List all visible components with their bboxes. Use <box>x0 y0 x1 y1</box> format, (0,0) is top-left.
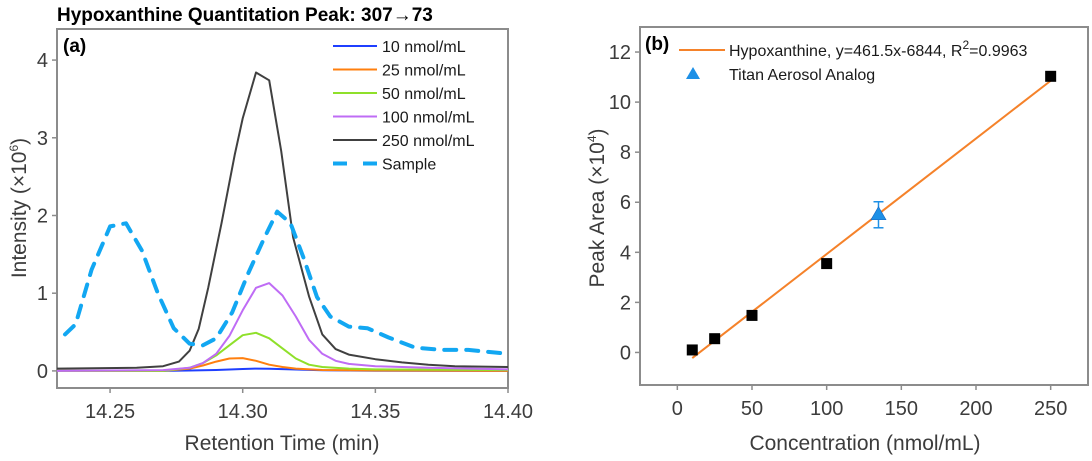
y-tick-label: 4 <box>620 242 631 264</box>
panel-a-y-axis: 0 1 2 3 4 <box>37 50 57 383</box>
panel-b-y-axis-title-text: Peak Area (×10 <box>586 142 609 287</box>
y-tick-label: 2 <box>37 205 48 227</box>
x-tick-label: 150 <box>885 398 918 420</box>
legend-entry-250-nmol-ml: 250 nmol/mL <box>333 133 475 150</box>
figure-title: Hypoxanthine Quantitation Peak: 307→73 <box>57 5 433 26</box>
series-line-250-nmol-ml <box>56 71 509 370</box>
series-line-100-nmol-ml <box>56 282 509 372</box>
legend-label: Hypoxanthine, y=461.5x-6844, R2=0.9963 <box>729 38 1028 60</box>
data-point-standard-10 <box>686 344 698 356</box>
legend-entry-10-nmol-ml: 10 nmol/mL <box>333 39 466 56</box>
legend-entry-25-nmol-ml: 25 nmol/mL <box>333 63 466 80</box>
legend-swatch-triangle <box>686 67 700 79</box>
panel-b-plot-area <box>686 70 1057 359</box>
legend-entry-hypoxanthine-fit: Hypoxanthine, y=461.5x-6844, R2=0.9963 <box>679 38 1028 60</box>
panel-a-y-axis-title: Intensity (×106) <box>7 138 31 278</box>
legend-label-superscript: 2 <box>962 38 969 52</box>
y-tick-label: 4 <box>37 50 48 72</box>
panel-a-x-axis-title: Retention Time (min) <box>185 432 380 455</box>
series-line-sample <box>63 209 510 356</box>
legend-label: 10 nmol/mL <box>382 39 466 56</box>
legend-label: Titan Aerosol Analog <box>729 67 875 84</box>
y-tick-label: 3 <box>37 128 48 150</box>
legend-entry-100-nmol-ml: 100 nmol/mL <box>333 110 475 127</box>
panel-b-x-axis-title: Concentration (nmol/mL) <box>749 432 980 455</box>
panel-a-y-axis-title-suffix: ) <box>8 138 31 145</box>
panel-b-y-axis-title: Peak Area (×104) <box>585 128 609 287</box>
data-point-standard-100 <box>821 258 833 270</box>
panel-a-x-axis: 14.25 14.30 14.35 14.40 <box>85 388 533 423</box>
data-point-titan-aerosol-analog <box>870 206 887 221</box>
panel-b-label: (b) <box>645 34 669 55</box>
data-point-standard-25 <box>709 333 721 345</box>
legend-entry-sample: Sample <box>333 157 436 174</box>
panel-b-legend: Hypoxanthine, y=461.5x-6844, R2=0.9963 Ti… <box>679 38 1028 84</box>
y-tick-label: 0 <box>620 342 631 364</box>
panel-a-chromatogram: 0 1 2 3 4 14.25 14.30 14.35 14.40 (a) Retention… <box>7 28 533 455</box>
y-tick-label: 12 <box>609 42 631 64</box>
panel-b-y-axis-title-suffix: ) <box>586 128 609 135</box>
series-line-25-nmol-ml <box>57 357 509 372</box>
legend-label: 100 nmol/mL <box>382 110 475 127</box>
legend-label: 25 nmol/mL <box>382 63 466 80</box>
x-tick-label: 14.35 <box>350 401 400 423</box>
x-tick-label: 14.25 <box>85 401 135 423</box>
x-tick-label: 250 <box>1034 398 1067 420</box>
legend-label: Sample <box>382 157 436 174</box>
legend-label: 250 nmol/mL <box>382 133 475 150</box>
legend-entry-titan-aerosol-analog: Titan Aerosol Analog <box>686 67 875 84</box>
panel-a-plot-area <box>56 71 510 372</box>
legend-label-text: Hypoxanthine, y=461.5x-6844, R <box>729 43 962 60</box>
panel-a-legend: 10 nmol/mL 25 nmol/mL 50 nmol/mL 100 nmol/m… <box>333 39 475 174</box>
x-tick-label: 100 <box>810 398 843 420</box>
panel-b-x-axis: 0 50 100 150 200 250 <box>672 385 1067 420</box>
legend-label-r2-value: =0.9963 <box>969 43 1027 60</box>
panel-b-frame <box>639 26 1089 386</box>
y-tick-label: 0 <box>37 361 48 383</box>
panel-a-frame <box>56 28 509 389</box>
panel-a-y-axis-title-text: Intensity (×10 <box>8 152 31 279</box>
panel-b-y-axis: 0 2 4 6 8 10 12 <box>609 42 640 364</box>
x-tick-label: 14.40 <box>483 401 533 423</box>
panel-a-y-axis-title-exponent: 6 <box>7 145 21 152</box>
panel-b-calibration: 0 2 4 6 8 10 12 0 50 100 150 200 250 (b) Concentrat… <box>585 26 1089 455</box>
y-tick-label: 6 <box>620 192 631 214</box>
x-tick-label: 200 <box>959 398 992 420</box>
x-tick-label: 50 <box>741 398 763 420</box>
data-point-standard-50 <box>746 309 758 321</box>
y-tick-label: 10 <box>609 92 631 114</box>
legend-entry-50-nmol-ml: 50 nmol/mL <box>333 86 466 103</box>
y-tick-label: 1 <box>37 283 48 305</box>
x-tick-label: 14.30 <box>218 401 268 423</box>
y-tick-label: 8 <box>620 142 631 164</box>
x-tick-label: 0 <box>672 398 683 420</box>
y-tick-label: 2 <box>620 292 631 314</box>
data-point-standard-250 <box>1045 70 1057 82</box>
legend-label: 50 nmol/mL <box>382 86 466 103</box>
panel-a-label: (a) <box>63 36 86 57</box>
panel-b-y-axis-title-exponent: 4 <box>585 135 599 142</box>
